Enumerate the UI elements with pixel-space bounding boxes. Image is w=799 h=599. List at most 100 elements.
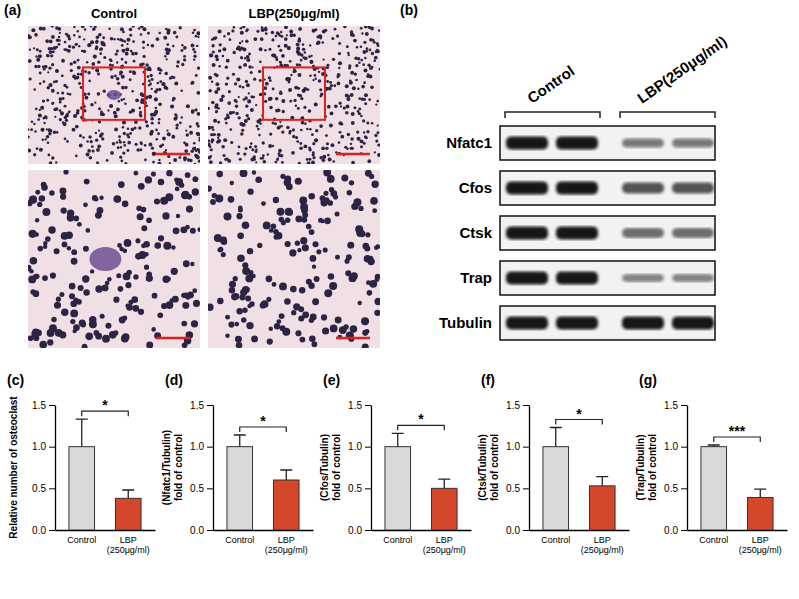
cell: [328, 273, 335, 280]
cell: [345, 259, 350, 264]
panel-letter: (d): [165, 372, 183, 388]
cell: [287, 46, 291, 50]
cell: [113, 297, 119, 303]
column-header: Control: [91, 6, 137, 21]
cell: [167, 52, 169, 54]
y-tick-label: 1.5: [32, 400, 46, 411]
cell: [340, 135, 344, 139]
cell: [165, 87, 168, 90]
cell: [366, 121, 369, 124]
cell: [296, 47, 300, 51]
cell: [94, 26, 97, 29]
cell: [333, 84, 336, 87]
cell: [166, 58, 168, 60]
cell: [158, 88, 161, 91]
cell: [191, 111, 194, 114]
cell: [99, 49, 101, 51]
cell: [300, 198, 305, 203]
cell: [291, 310, 296, 315]
x-tick: Control: [225, 535, 254, 545]
cell: [75, 43, 78, 46]
cell: [140, 142, 143, 145]
cell: [109, 58, 112, 61]
cell: [352, 86, 356, 90]
cell: [46, 54, 49, 57]
cell: [148, 84, 150, 86]
cell: [306, 279, 312, 285]
cell: [171, 245, 176, 250]
cell: [369, 66, 373, 70]
cell: [262, 141, 265, 144]
cell: [33, 88, 36, 91]
y-axis: 0.00.51.01.5: [190, 400, 213, 536]
cell: [271, 31, 274, 34]
cell: [115, 53, 118, 56]
cell: [89, 316, 96, 323]
x-tick-label: Control: [541, 535, 570, 545]
cell: [329, 81, 332, 84]
cell: [245, 295, 251, 301]
cell: [154, 198, 160, 204]
cell: [281, 161, 284, 164]
y-tick-mark: [207, 447, 213, 448]
cell: [55, 26, 59, 30]
x-tick: LBP(250μg/ml): [107, 535, 150, 555]
cell: [369, 48, 372, 51]
cell: [50, 47, 53, 50]
x-tick: LBP(250μg/ml): [739, 535, 782, 555]
cell: [272, 88, 275, 91]
cell: [131, 52, 135, 56]
cell: [59, 331, 66, 338]
y-axis-line: [55, 406, 56, 531]
cell: [237, 254, 245, 262]
cell: [336, 75, 339, 78]
cell: [146, 217, 152, 223]
cell: [88, 80, 91, 83]
cell: [274, 323, 280, 329]
cell: [140, 141, 143, 144]
cell: [181, 321, 187, 327]
blot-band: [506, 182, 548, 195]
cell: [124, 102, 127, 105]
cell: [173, 158, 177, 162]
cell: [164, 72, 168, 76]
y-tick-label: 1.5: [190, 400, 204, 411]
cell: [97, 92, 101, 96]
cell: [298, 162, 301, 164]
cell: [246, 28, 249, 31]
cell: [165, 28, 168, 31]
cell: [375, 277, 380, 282]
cell: [330, 111, 334, 115]
cell: [122, 120, 126, 124]
cell: [171, 268, 178, 275]
cell: [275, 97, 279, 101]
cell: [215, 54, 219, 58]
cell: [34, 33, 38, 37]
cell: [175, 187, 180, 192]
cell: [255, 104, 257, 106]
cell: [124, 162, 127, 164]
y-tick: 1.5: [664, 400, 687, 411]
cell: [51, 26, 54, 28]
cell: [371, 52, 374, 55]
cell: [146, 341, 153, 348]
cell: [300, 59, 303, 62]
cell: [31, 330, 38, 337]
cell: [358, 206, 363, 211]
cell: [68, 45, 71, 48]
cell: [59, 188, 66, 195]
cell: [332, 58, 335, 61]
cell: [261, 201, 266, 206]
cell: [257, 128, 260, 131]
cell: [225, 82, 228, 85]
cell: [240, 289, 247, 296]
cell: [84, 28, 86, 30]
cell: [309, 128, 312, 131]
cell: [75, 125, 79, 129]
cell: [327, 105, 331, 109]
cell: [308, 109, 312, 113]
cell: [76, 109, 79, 112]
cell: [162, 212, 169, 219]
cell: [230, 128, 233, 131]
cell: [30, 289, 35, 294]
